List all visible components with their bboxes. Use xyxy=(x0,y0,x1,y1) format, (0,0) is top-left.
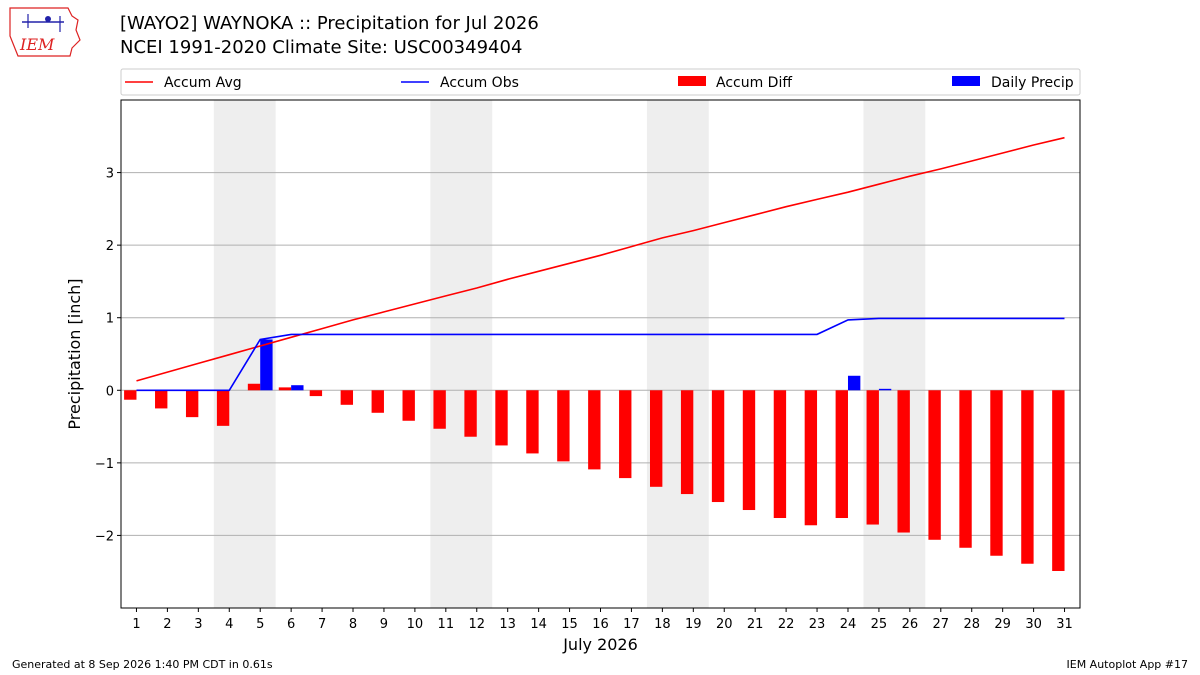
chart-title: [WAYO2] WAYNOKA :: Precipitation for Jul… xyxy=(120,13,539,34)
daily-precip-bar xyxy=(291,385,304,391)
legend-label: Accum Diff xyxy=(716,75,792,91)
x-tick-label: 24 xyxy=(840,617,857,632)
accum-diff-bar xyxy=(588,390,601,470)
accum-diff-bar xyxy=(928,390,941,540)
weekend-shading xyxy=(213,100,926,608)
legend-label: Accum Avg xyxy=(164,75,242,91)
legend-swatch xyxy=(678,76,706,86)
accum-diff-bar xyxy=(711,390,725,503)
accum-diff-bar xyxy=(124,390,137,400)
x-tick-label: 16 xyxy=(592,617,609,632)
accum-diff-bar xyxy=(649,390,663,487)
accum-diff-bar xyxy=(557,390,570,462)
x-tick-label: 8 xyxy=(349,617,357,632)
accum-diff-bar xyxy=(1021,390,1034,564)
accum-diff-bar xyxy=(742,390,756,511)
x-tick-label: 29 xyxy=(994,617,1011,632)
x-tick-label: 6 xyxy=(287,617,295,632)
x-tick-label: 3 xyxy=(194,617,202,632)
accum-diff-bar xyxy=(804,390,818,526)
accum-obs-line xyxy=(136,317,1065,392)
chart-subtitle: NCEI 1991-2020 Climate Site: USC00349404 xyxy=(120,37,523,58)
accum-diff-bar xyxy=(773,390,787,519)
app-label: IEM Autoplot App #17 xyxy=(1066,658,1189,671)
x-axis: 1 2 3 4 5 6 7 8 9 10 11 12 13 14 15 16 17 18 19 20 21 22 23 24 2… xyxy=(132,608,1073,632)
y-tick-label: 3 xyxy=(106,167,114,182)
x-tick-label: 21 xyxy=(747,617,764,632)
x-tick-label: 28 xyxy=(963,617,980,632)
x-tick-label: 7 xyxy=(318,617,326,632)
x-tick-label: 20 xyxy=(716,617,733,632)
accum-diff-bar xyxy=(464,390,477,437)
legend-box xyxy=(120,68,1081,96)
accum-diff-bar xyxy=(309,390,323,397)
x-tick-label: 12 xyxy=(468,617,485,632)
generated-timestamp: Generated at 8 Sep 2026 1:40 PM CDT in 0… xyxy=(12,658,273,671)
accum-avg-line xyxy=(136,136,1065,382)
logo-text: IEM xyxy=(19,35,55,54)
accum-diff-bar xyxy=(526,390,539,454)
x-tick-label: 10 xyxy=(407,617,424,632)
x-tick-label: 4 xyxy=(225,617,233,632)
x-tick-label: 14 xyxy=(530,617,547,632)
accum-diff-bar xyxy=(247,383,261,391)
accum-diff-bar xyxy=(680,390,694,495)
accum-diff-bar xyxy=(371,390,384,413)
daily-precip-bar xyxy=(878,388,892,391)
x-tick-label: 5 xyxy=(256,617,264,632)
y-axis: −2 −1 0 1 2 3 xyxy=(95,167,121,544)
iem-logo: IEM xyxy=(9,7,81,57)
x-tick-label: 15 xyxy=(561,617,578,632)
accum-diff-bar xyxy=(495,390,508,446)
accum-diff-bar xyxy=(1052,390,1065,571)
accum-diff-bar xyxy=(897,390,910,533)
x-tick-label: 18 xyxy=(654,617,671,632)
daily-precip-bar xyxy=(847,375,861,391)
x-tick-label: 17 xyxy=(623,617,640,632)
x-tick-label: 22 xyxy=(778,617,795,632)
legend-label: Daily Precip xyxy=(991,75,1074,91)
y-tick-label: −2 xyxy=(95,529,114,544)
x-axis-label: July 2026 xyxy=(562,635,638,654)
accum-diff-bar xyxy=(959,390,972,548)
bar-series xyxy=(124,339,1065,571)
accum-diff-bar xyxy=(866,390,879,525)
accum-diff-bar xyxy=(185,390,199,418)
legend-swatch xyxy=(952,76,980,86)
x-tick-label: 11 xyxy=(438,617,455,632)
y-axis-label: Precipitation [inch] xyxy=(65,278,84,429)
accum-diff-bar xyxy=(216,390,230,426)
accum-diff-bar xyxy=(619,390,632,479)
accum-diff-bar xyxy=(433,390,446,429)
x-tick-label: 2 xyxy=(163,617,171,632)
x-tick-label: 25 xyxy=(871,617,888,632)
weekend-shade-4 xyxy=(863,100,926,608)
weekend-shade-3 xyxy=(646,100,709,608)
x-tick-label: 9 xyxy=(380,617,388,632)
y-tick-label: −1 xyxy=(95,457,114,472)
accum-diff-bar xyxy=(402,390,415,421)
accum-diff-bar xyxy=(155,390,168,409)
x-tick-label: 1 xyxy=(132,617,140,632)
accum-diff-bar xyxy=(278,387,292,391)
legend: Accum Avg Accum Obs Accum Diff Daily Precip xyxy=(120,68,1081,96)
accum-diff-bar xyxy=(990,390,1003,556)
line-series xyxy=(136,136,1065,392)
y-tick-label: 0 xyxy=(106,384,114,399)
x-tick-label: 19 xyxy=(685,617,702,632)
x-tick-label: 13 xyxy=(499,617,516,632)
x-tick-label: 27 xyxy=(933,617,950,632)
x-tick-label: 26 xyxy=(902,617,919,632)
x-tick-label: 30 xyxy=(1025,617,1042,632)
x-tick-label: 31 xyxy=(1056,617,1073,632)
accum-diff-bar xyxy=(835,390,848,519)
daily-precip-bar xyxy=(260,339,273,391)
x-tick-label: 23 xyxy=(809,617,826,632)
accum-diff-bar xyxy=(340,390,354,405)
y-tick-label: 2 xyxy=(106,239,114,254)
weekend-shade-2 xyxy=(430,100,493,608)
legend-label: Accum Obs xyxy=(440,75,519,91)
y-tick-label: 1 xyxy=(106,312,114,327)
